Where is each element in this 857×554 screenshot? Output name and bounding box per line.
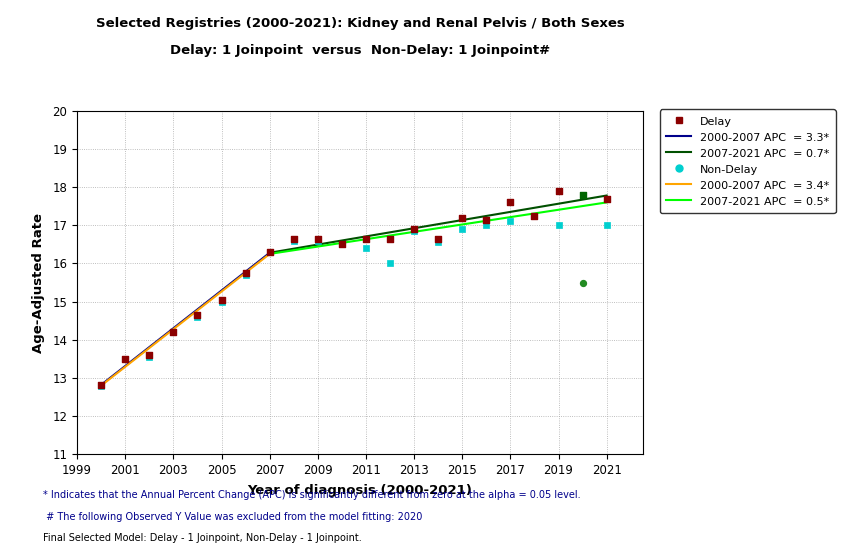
Y-axis label: Age-Adjusted Rate: Age-Adjusted Rate <box>33 213 45 352</box>
Point <box>166 328 180 337</box>
Point <box>455 225 469 234</box>
Point <box>479 215 493 224</box>
Point <box>215 297 229 306</box>
Point <box>407 227 421 235</box>
Point <box>311 236 325 245</box>
Text: # The following Observed Y Value was excluded from the model fitting: 2020: # The following Observed Y Value was exc… <box>43 512 423 522</box>
Point <box>190 312 204 321</box>
Point <box>287 234 301 243</box>
Point <box>528 211 542 220</box>
Point <box>576 191 590 199</box>
Point <box>118 355 132 363</box>
Point <box>359 244 373 253</box>
Text: Delay: 1 Joinpoint  versus  Non-Delay: 1 Joinpoint#: Delay: 1 Joinpoint versus Non-Delay: 1 J… <box>170 44 550 57</box>
Point <box>552 187 566 196</box>
Point <box>455 213 469 222</box>
Text: Selected Registries (2000-2021): Kidney and Renal Pelvis / Both Sexes: Selected Registries (2000-2021): Kidney … <box>96 17 624 29</box>
Point <box>431 234 445 243</box>
Point <box>263 248 277 257</box>
Point <box>239 269 253 278</box>
Point <box>552 221 566 230</box>
Point <box>142 352 156 361</box>
Point <box>528 211 542 220</box>
Point <box>383 234 397 243</box>
Point <box>142 351 156 360</box>
Point <box>504 217 518 226</box>
Point <box>118 355 132 363</box>
Point <box>407 225 421 234</box>
Legend: Delay, 2000-2007 APC  = 3.3*, 2007-2021 APC  = 0.7*, Non-Delay, 2000-2007 APC  =: Delay, 2000-2007 APC = 3.3*, 2007-2021 A… <box>660 110 836 213</box>
Point <box>311 234 325 243</box>
Point <box>600 221 614 230</box>
Point <box>166 328 180 337</box>
Text: * Indicates that the Annual Percent Change (APC) is significantly different from: * Indicates that the Annual Percent Chan… <box>43 490 580 500</box>
Text: Final Selected Model: Delay - 1 Joinpoint, Non-Delay - 1 Joinpoint.: Final Selected Model: Delay - 1 Joinpoin… <box>43 533 362 543</box>
Point <box>190 311 204 320</box>
Point <box>479 221 493 230</box>
Point <box>504 198 518 207</box>
Point <box>359 234 373 243</box>
Point <box>383 259 397 268</box>
Point <box>335 240 349 249</box>
Point <box>287 236 301 245</box>
Point <box>335 240 349 249</box>
Point <box>94 381 108 389</box>
X-axis label: Year of diagnosis (2000-2021): Year of diagnosis (2000-2021) <box>248 484 472 497</box>
Point <box>239 270 253 279</box>
Point <box>576 278 590 287</box>
Point <box>600 194 614 203</box>
Point <box>431 238 445 247</box>
Point <box>263 248 277 257</box>
Point <box>215 295 229 304</box>
Point <box>94 381 108 390</box>
